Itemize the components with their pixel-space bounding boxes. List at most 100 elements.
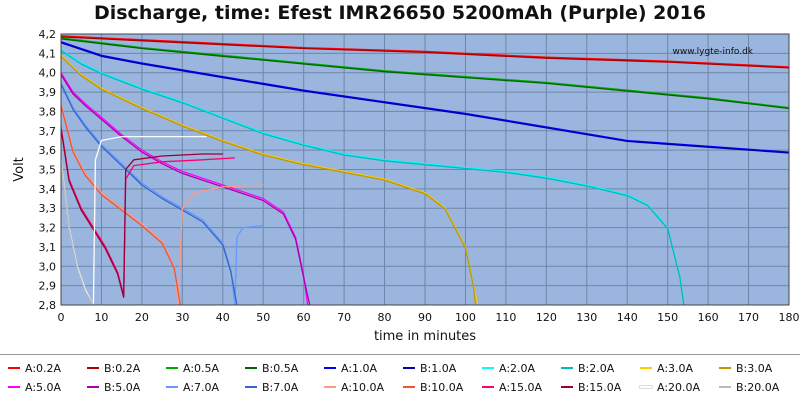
legend-label: B:10.0A <box>420 381 464 394</box>
x-tick-label: 50 <box>256 311 270 324</box>
series-line-A:0.5A <box>60 37 790 109</box>
x-tick-label: 60 <box>297 311 311 324</box>
legend-item: B:0.5A <box>245 362 298 376</box>
legend-item: B:7.0A <box>245 381 298 395</box>
x-tick-label: 100 <box>455 311 476 324</box>
legend-label: A:0.5A <box>183 362 220 375</box>
y-tick-label: 2,9 <box>39 280 57 293</box>
y-tick-label: 3,5 <box>39 164 57 177</box>
series-line-B:5.0A <box>60 74 311 306</box>
series-line-B:10.0A <box>60 105 181 306</box>
legend-swatch <box>87 367 99 369</box>
legend-label: B:0.2A <box>104 362 141 375</box>
legend-swatch <box>719 367 731 369</box>
y-tick-label: 4,2 <box>39 28 57 41</box>
y-tick-label: 4,1 <box>39 47 57 60</box>
plot-frame <box>60 33 790 306</box>
x-tick-label: 0 <box>58 311 65 324</box>
legend-swatch <box>324 386 336 388</box>
x-tick-label: 90 <box>418 311 432 324</box>
x-tick-label: 70 <box>337 311 351 324</box>
x-tick-label: 110 <box>495 311 516 324</box>
y-tick-label: 2,8 <box>39 299 57 312</box>
x-tick-label: 30 <box>175 311 189 324</box>
series-line-A:2.0A <box>60 48 685 306</box>
legend-item: B:1.0A <box>403 362 456 376</box>
legend-label: B:20.0A <box>736 381 780 394</box>
x-tick-label: 40 <box>216 311 230 324</box>
legend-item: A:2.0A <box>482 362 535 376</box>
series-line-B:15.0A <box>60 128 223 298</box>
series-line-A:1.0A <box>60 41 790 153</box>
legend-item: B:15.0A <box>561 381 621 395</box>
x-tick-label: 170 <box>738 311 759 324</box>
legend-swatch <box>482 367 494 369</box>
series-line-B:3.0A <box>60 55 477 306</box>
legend-swatch <box>640 367 652 369</box>
y-tick-label: 3,7 <box>39 125 57 138</box>
legend-item: B:5.0A <box>87 381 140 395</box>
legend-label: A:15.0A <box>499 381 543 394</box>
legend-swatch <box>561 386 573 388</box>
series-line-B:0.2A <box>60 36 790 69</box>
y-tick-label: 4,0 <box>39 67 57 80</box>
y-tick-label: 3,1 <box>39 241 57 254</box>
legend-swatch <box>245 386 257 388</box>
legend-item: B:20.0A <box>719 381 779 395</box>
legend-swatch <box>87 386 99 388</box>
series-line-B:1.0A <box>60 42 790 154</box>
x-tick-label: 180 <box>779 311 800 324</box>
x-tick-label: 120 <box>536 311 557 324</box>
legend-swatch <box>639 385 653 389</box>
legend-item: B:2.0A <box>561 362 614 376</box>
watermark: www.lygte-info.dk <box>673 47 754 57</box>
legend-swatch <box>8 386 20 388</box>
x-ticks: 0 10 20 30 40 50 60 70 80 90 100 110 120 130 140 150 160… <box>58 311 800 324</box>
legend-label: A:2.0A <box>499 362 536 375</box>
legend-item: B:3.0A <box>719 362 772 376</box>
legend-item: A:3.0A <box>640 362 693 376</box>
x-tick-label: 20 <box>135 311 149 324</box>
legend-swatch <box>8 367 20 369</box>
series-group <box>60 35 790 306</box>
legend-swatch <box>403 367 415 369</box>
chart-svg: 0 10 20 30 40 50 60 70 80 90 100 110 120 130 140 150 160… <box>12 28 800 344</box>
legend-item: A:10.0A <box>324 381 384 395</box>
legend-label: B:15.0A <box>578 381 622 394</box>
legend-item: A:7.0A <box>166 381 219 395</box>
y-ticks: 2,8 2,9 3,0 3,1 3,2 3,3 3,4 3,5 3,6 3,7 3,8 3,9 4,0 4… <box>39 28 57 312</box>
legend-label: A:10.0A <box>341 381 385 394</box>
legend-swatch <box>403 386 415 388</box>
legend-label: A:0.2A <box>25 362 62 375</box>
legend-label: A:3.0A <box>657 362 694 375</box>
series-line-B:2.0A <box>60 49 685 306</box>
legend-separator <box>0 354 800 355</box>
y-tick-label: 3,0 <box>39 260 57 273</box>
legend-item: A:1.0A <box>324 362 377 376</box>
series-line-B:20.0A <box>60 161 94 306</box>
chart-title: Discharge, time: Efest IMR26650 5200mAh … <box>93 2 707 24</box>
x-axis-label: time in minutes <box>374 329 476 344</box>
y-tick-label: 3,2 <box>39 222 57 235</box>
y-tick-label: 3,3 <box>39 202 57 215</box>
y-tick-label: 3,4 <box>39 183 57 196</box>
y-tick-label: 3,8 <box>39 105 57 118</box>
legend-label: B:5.0A <box>104 381 141 394</box>
series-line-A:0.2A <box>60 35 790 68</box>
x-tick-label: 140 <box>617 311 638 324</box>
legend-swatch <box>719 386 731 388</box>
legend-swatch <box>166 386 178 388</box>
series-line-A:10.0A <box>60 103 264 306</box>
legend-label: B:2.0A <box>578 362 615 375</box>
x-tick-label: 130 <box>576 311 597 324</box>
legend-item: B:10.0A <box>403 381 463 395</box>
legend: A:0.2A B:0.2A A:0.5A B:0.5A A:1.0A B:1.0A A:2.… <box>0 356 800 400</box>
legend-swatch <box>166 367 178 369</box>
series-line-A:5.0A <box>60 72 309 306</box>
x-tick-label: 10 <box>94 311 108 324</box>
legend-label: B:3.0A <box>736 362 773 375</box>
y-tick-label: 3,9 <box>39 86 57 99</box>
series-line-B:7.0A <box>60 84 238 306</box>
y-axis-label: Volt <box>12 157 27 182</box>
series-line-B:0.5A <box>60 38 790 110</box>
